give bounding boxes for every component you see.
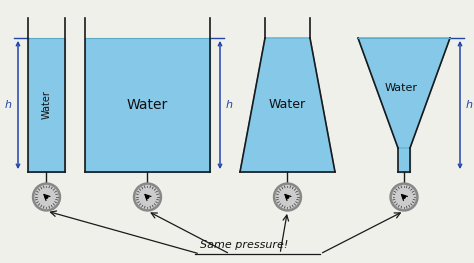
Text: Same pressure!: Same pressure!: [200, 240, 288, 250]
Circle shape: [273, 183, 301, 211]
Circle shape: [35, 185, 58, 209]
Circle shape: [403, 196, 405, 198]
Circle shape: [45, 196, 48, 198]
Polygon shape: [358, 38, 450, 148]
Polygon shape: [398, 148, 410, 172]
Circle shape: [390, 183, 418, 211]
Text: Water: Water: [269, 99, 306, 112]
Bar: [85, 38, 210, 172]
Text: h: h: [466, 100, 473, 110]
Text: Water: Water: [42, 90, 52, 119]
Text: Water: Water: [384, 83, 418, 93]
Circle shape: [392, 185, 416, 209]
Circle shape: [276, 185, 299, 209]
Circle shape: [33, 183, 61, 211]
Circle shape: [286, 196, 289, 198]
Bar: [28, 38, 65, 172]
Polygon shape: [240, 38, 335, 172]
Text: h: h: [226, 100, 233, 110]
Circle shape: [136, 185, 159, 209]
Text: h: h: [5, 100, 12, 110]
Circle shape: [146, 196, 149, 198]
Text: Water: Water: [127, 98, 168, 112]
Circle shape: [134, 183, 162, 211]
